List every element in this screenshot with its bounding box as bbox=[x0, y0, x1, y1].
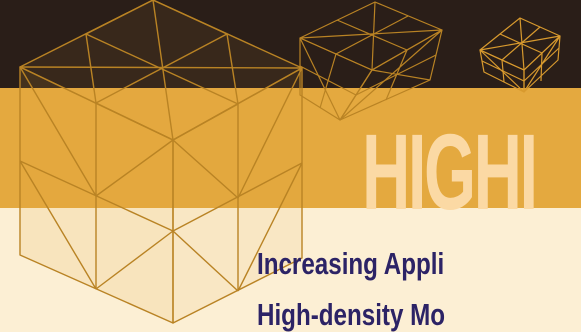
tiny-wireframe-cube bbox=[479, 17, 561, 93]
large-wireframe-cube bbox=[19, 0, 303, 324]
dark-band bbox=[0, 0, 581, 88]
orange-band bbox=[0, 88, 581, 208]
cream-band bbox=[0, 208, 581, 328]
headline-line-2: High-density Mo bbox=[257, 297, 446, 332]
small-wireframe-cube bbox=[299, 1, 443, 121]
cover-big-word: HIGHI bbox=[362, 111, 538, 232]
headline-line-1: Increasing Appli bbox=[257, 246, 445, 281]
